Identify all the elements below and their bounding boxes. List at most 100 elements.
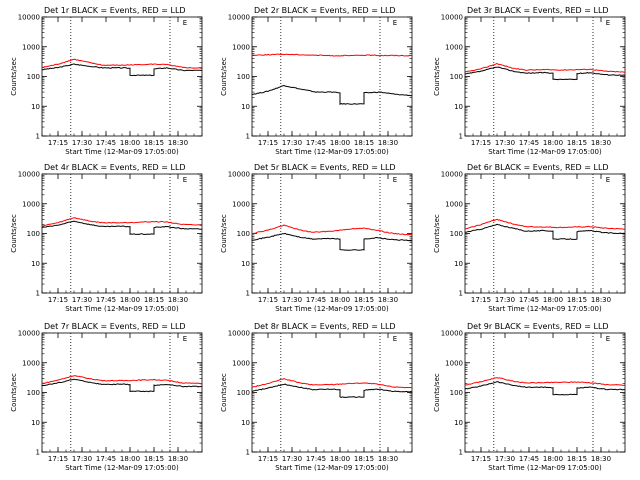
x-tick-label: 17:45 [519, 296, 539, 304]
x-tick-label: 17:45 [96, 139, 116, 147]
x-tick-label: 18:30 [591, 455, 611, 463]
x-tick-label: 18:30 [168, 455, 188, 463]
plot-title: Det 5r BLACK = Events, RED = LLD [254, 163, 396, 172]
x-axis-label: Start Time (12-Mar-09 17:05:00) [488, 148, 602, 156]
y-tick-label: 100 [450, 389, 463, 397]
plot-frame [251, 16, 413, 137]
plot-panel-det-4: Det 4r BLACK = Events, RED = LLD E 1 10 100 1… [10, 163, 203, 313]
x-axis-label: Start Time (12-Mar-09 17:05:00) [65, 464, 179, 472]
x-axis-label: Start Time (12-Mar-09 17:05:00) [275, 148, 389, 156]
y-tick-label: 10 [454, 419, 463, 427]
y-tick-label: 100 [237, 73, 250, 81]
plot-frame [464, 332, 626, 453]
x-tick-label: 17:30 [72, 139, 92, 147]
y-tick-label: 100 [450, 230, 463, 238]
x-tick-label: 17:15 [258, 455, 278, 463]
y-tick-label: 1 [36, 290, 40, 298]
x-tick-label: 18:15 [144, 139, 164, 147]
series-line-lld [251, 53, 413, 57]
plot-title: Det 8r BLACK = Events, RED = LLD [254, 322, 396, 331]
x-tick-label: 18:00 [120, 139, 140, 147]
y-axis-label: Counts/sec [220, 57, 228, 96]
x-tick-label: 18:15 [567, 296, 587, 304]
y-tick-label: 10000 [18, 171, 40, 179]
series-line-events [251, 383, 413, 399]
plot-frame [251, 173, 413, 294]
y-tick-label: 100 [27, 230, 40, 238]
x-tick-label: 18:00 [330, 296, 350, 304]
x-tick-label: 17:30 [282, 455, 302, 463]
x-axis-label: Start Time (12-Mar-09 17:05:00) [275, 305, 389, 313]
x-tick-label: 17:45 [96, 296, 116, 304]
y-tick-label: 10000 [441, 14, 463, 22]
x-tick-label: 17:15 [258, 139, 278, 147]
y-tick-label: 10000 [228, 171, 250, 179]
x-tick-label: 18:15 [144, 455, 164, 463]
plot-panel-det-9: Det 9r BLACK = Events, RED = LLD E 1 10 100 1… [433, 322, 626, 472]
y-tick-label: 1000 [232, 359, 250, 367]
plot-title: Det 1r BLACK = Events, RED = LLD [44, 6, 186, 15]
x-axis-label: Start Time (12-Mar-09 17:05:00) [488, 305, 602, 313]
x-axis-label: Start Time (12-Mar-09 17:05:00) [488, 464, 602, 472]
x-tick-label: 17:15 [48, 296, 68, 304]
plot-frame [41, 173, 203, 294]
plot-frame [41, 16, 203, 137]
plot-panel-det-2: Det 2r BLACK = Events, RED = LLD E 1 10 100 1… [220, 6, 413, 156]
series-line-events [464, 223, 626, 240]
plot-frame [251, 332, 413, 453]
x-tick-label: 17:15 [471, 296, 491, 304]
series-line-lld [41, 217, 203, 227]
y-tick-label: 1000 [445, 43, 463, 51]
series-line-events [464, 66, 626, 81]
x-tick-label: 18:15 [144, 296, 164, 304]
x-tick-label: 18:00 [120, 455, 140, 463]
x-tick-label: 18:00 [120, 296, 140, 304]
x-tick-label: 18:00 [330, 139, 350, 147]
y-tick-label: 10 [241, 260, 250, 268]
x-axis-label: Start Time (12-Mar-09 17:05:00) [65, 305, 179, 313]
plot-panel-det-7: Det 7r BLACK = Events, RED = LLD E 1 10 100 1… [10, 322, 203, 472]
x-tick-label: 17:15 [258, 296, 278, 304]
series-line-events [251, 232, 413, 251]
series-line-lld [465, 218, 625, 230]
x-tick-label: 18:30 [378, 296, 398, 304]
y-tick-label: 1000 [232, 200, 250, 208]
corner-mark: E [393, 335, 397, 343]
plot-title: Det 6r BLACK = Events, RED = LLD [467, 163, 609, 172]
y-axis-label: Counts/sec [433, 373, 441, 412]
plot-panel-det-6: Det 6r BLACK = Events, RED = LLD E 1 10 100 1… [433, 163, 626, 313]
x-tick-label: 18:15 [354, 296, 374, 304]
x-tick-label: 18:00 [330, 455, 350, 463]
plot-frame [464, 16, 626, 137]
x-tick-label: 18:30 [591, 139, 611, 147]
x-tick-label: 18:30 [591, 296, 611, 304]
x-tick-label: 17:30 [282, 296, 302, 304]
y-tick-label: 10000 [228, 330, 250, 338]
series-line-events [41, 378, 203, 393]
y-tick-label: 10 [454, 103, 463, 111]
series-line-events [41, 220, 202, 235]
x-tick-label: 17:15 [471, 139, 491, 147]
plot-title: Det 4r BLACK = Events, RED = LLD [44, 163, 186, 172]
corner-mark: E [606, 176, 610, 184]
x-axis-label: Start Time (12-Mar-09 17:05:00) [275, 464, 389, 472]
y-axis-label: Counts/sec [433, 57, 441, 96]
x-tick-label: 17:30 [495, 139, 515, 147]
x-tick-label: 17:30 [282, 139, 302, 147]
series-line-lld [464, 377, 626, 386]
corner-mark: E [183, 335, 187, 343]
x-tick-label: 18:00 [543, 455, 563, 463]
x-tick-label: 18:15 [567, 455, 587, 463]
series-line-lld [41, 375, 203, 385]
x-tick-label: 17:15 [48, 455, 68, 463]
corner-mark: E [393, 19, 397, 27]
series-line-lld [251, 224, 413, 236]
y-tick-label: 10 [31, 103, 40, 111]
series-line-lld [251, 378, 413, 389]
y-tick-label: 100 [450, 73, 463, 81]
x-tick-label: 18:30 [378, 139, 398, 147]
y-tick-label: 10 [454, 260, 463, 268]
series-line-events [464, 381, 625, 396]
y-tick-label: 10 [241, 419, 250, 427]
x-tick-label: 17:45 [306, 139, 326, 147]
